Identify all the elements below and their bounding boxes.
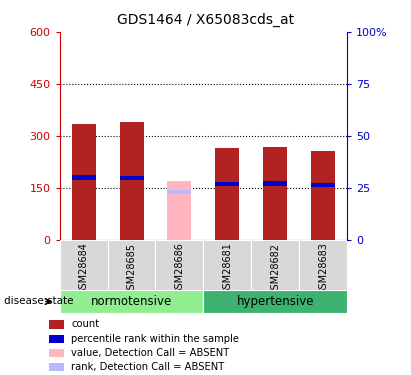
- Text: GDS1464 / X65083cds_at: GDS1464 / X65083cds_at: [117, 13, 294, 27]
- Bar: [120, 122, 143, 240]
- Bar: [155, 240, 203, 291]
- Bar: [60, 290, 203, 313]
- Bar: [203, 240, 252, 291]
- Text: value, Detection Call = ABSENT: value, Detection Call = ABSENT: [71, 348, 229, 358]
- Bar: [72, 176, 95, 180]
- Text: GSM28686: GSM28686: [175, 243, 185, 296]
- Text: rank, Detection Call = ABSENT: rank, Detection Call = ABSENT: [71, 362, 224, 372]
- Bar: [168, 181, 192, 240]
- Bar: [299, 240, 347, 291]
- Bar: [72, 124, 95, 240]
- Bar: [120, 176, 143, 180]
- Bar: [311, 183, 335, 187]
- Bar: [60, 240, 108, 291]
- Bar: [108, 240, 155, 291]
- Bar: [263, 182, 287, 186]
- Text: disease state: disease state: [4, 297, 74, 306]
- Bar: [168, 190, 192, 194]
- Bar: [215, 148, 239, 240]
- Bar: [263, 147, 287, 240]
- Text: normotensive: normotensive: [91, 295, 172, 308]
- Text: GSM28682: GSM28682: [270, 243, 280, 296]
- Text: count: count: [71, 320, 99, 329]
- Text: GSM28683: GSM28683: [319, 243, 328, 296]
- Text: GSM28684: GSM28684: [79, 243, 88, 296]
- Text: hypertensive: hypertensive: [237, 295, 314, 308]
- Bar: [252, 240, 299, 291]
- Bar: [311, 150, 335, 240]
- Bar: [203, 290, 347, 313]
- Text: GSM28685: GSM28685: [127, 243, 136, 296]
- Text: GSM28681: GSM28681: [222, 243, 232, 296]
- Text: percentile rank within the sample: percentile rank within the sample: [71, 334, 239, 344]
- Bar: [215, 182, 239, 186]
